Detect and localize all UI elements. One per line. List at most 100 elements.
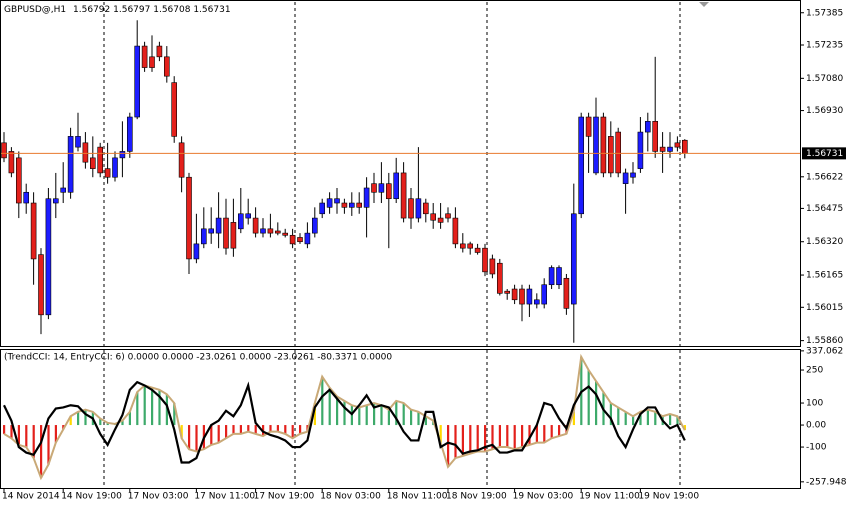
histogram-bar <box>54 425 57 443</box>
candle-body <box>371 183 377 193</box>
candle-body <box>60 187 67 193</box>
candle-body <box>578 116 585 215</box>
candle-body <box>467 243 474 249</box>
x-tick-label: 14 Nov 19:00 <box>61 492 122 502</box>
histogram-bar <box>550 425 553 439</box>
candle-body <box>459 243 466 249</box>
y-tick-label: 1.56320 <box>806 237 843 247</box>
entry-cci-line <box>3 380 686 464</box>
candle-body <box>630 172 636 178</box>
y-tick-label: 1.56622 <box>806 172 843 182</box>
histogram-bar <box>143 385 146 426</box>
candle-body <box>341 202 348 208</box>
candle-body <box>82 142 89 163</box>
candle-body <box>304 232 311 245</box>
candle-body <box>437 217 444 223</box>
candle-body <box>245 213 251 219</box>
candle-body <box>334 198 340 204</box>
y-tick-label: 1.56015 <box>806 303 843 313</box>
histogram-bar <box>225 425 228 439</box>
candle-body <box>15 157 22 204</box>
candle-body <box>659 146 666 152</box>
histogram-bar <box>669 414 672 426</box>
histogram-bar <box>128 411 131 426</box>
histogram-bar <box>358 407 361 426</box>
histogram-bar <box>513 425 516 450</box>
candle-body <box>134 45 140 118</box>
histogram-bar <box>195 425 198 452</box>
symbol: GBPUSD@,H1 <box>4 5 66 15</box>
candle-body <box>8 151 15 174</box>
candle-body <box>415 198 422 219</box>
histogram-bar <box>595 381 598 426</box>
candle-body <box>319 202 326 215</box>
candle-body <box>215 217 222 234</box>
histogram-bar <box>654 411 657 426</box>
x-tick-label: 19 Nov 03:00 <box>513 492 574 502</box>
last-low: 1.56708 <box>153 5 190 15</box>
candle-body <box>511 288 518 301</box>
histogram-bar <box>683 425 686 431</box>
histogram-bar <box>380 405 383 426</box>
histogram-bar <box>454 425 457 459</box>
histogram-bar <box>491 425 494 450</box>
candle-body <box>127 116 133 152</box>
candle-body <box>556 267 562 286</box>
candle-body <box>230 222 237 249</box>
candle-body <box>667 146 673 152</box>
histogram-bar <box>269 425 272 432</box>
y-tick-label: -257.9483 <box>806 477 846 487</box>
histogram-bar <box>25 425 28 448</box>
histogram-bar <box>410 409 413 426</box>
histogram-bar <box>299 425 302 434</box>
candle-body <box>97 146 103 174</box>
histogram-bar <box>217 425 220 443</box>
y-tick-label: 1.57385 <box>806 8 843 18</box>
y-tick-label: 1.56930 <box>806 106 843 116</box>
candle-body <box>274 230 281 234</box>
scroll-marker <box>699 2 709 7</box>
candle-body <box>400 172 407 219</box>
candle-body <box>178 142 185 178</box>
y-tick-label: 0.00 <box>806 421 826 431</box>
y-tick-label: 250 <box>806 366 823 376</box>
candle-body <box>452 217 459 245</box>
candle-body <box>289 234 296 245</box>
candle-body <box>637 131 644 169</box>
x-tick-label: 14 Nov 2014 <box>2 492 60 502</box>
x-tick-label: 17 Nov 11:00 <box>194 492 255 502</box>
histogram-bar <box>521 425 524 448</box>
candle-body <box>1 142 7 159</box>
histogram-bar <box>10 425 13 439</box>
candle-body <box>563 277 570 309</box>
histogram-bar <box>232 425 235 434</box>
histogram-bar <box>476 425 479 452</box>
candle-body <box>104 168 111 178</box>
histogram-bar <box>624 411 627 426</box>
indicator-title: (TrendCCI: 14, EntryCCI: 6) 0.0000 0.000… <box>4 353 392 363</box>
histogram-bar <box>3 425 6 434</box>
candle-body <box>75 136 81 148</box>
candle-body <box>393 172 400 200</box>
candle-body <box>681 139 688 154</box>
histogram-bar <box>121 420 124 426</box>
histogram-bar <box>328 387 331 426</box>
x-tick-label: 18 Nov 11:00 <box>387 492 448 502</box>
candle-body <box>615 131 622 174</box>
candle-body <box>223 217 229 249</box>
histogram-bar <box>180 425 183 439</box>
histogram-bar <box>632 416 635 426</box>
histogram-bar <box>365 405 368 426</box>
candle-body <box>208 228 214 234</box>
histogram-bar <box>239 425 242 434</box>
candle-body <box>422 202 429 215</box>
candle-body <box>149 56 155 68</box>
y-tick-label: 337.062 <box>806 346 843 356</box>
histogram-bar <box>373 403 376 426</box>
candle-body <box>644 121 651 133</box>
histogram-bar <box>40 425 43 478</box>
histogram-bar <box>84 409 87 426</box>
histogram-bar <box>461 425 464 456</box>
candle-body <box>112 157 118 178</box>
